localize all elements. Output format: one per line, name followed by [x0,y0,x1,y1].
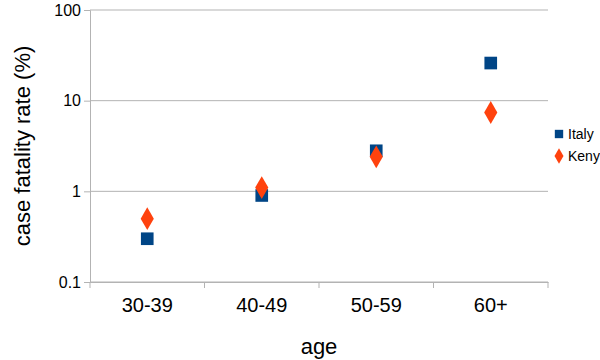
tick-mark [84,101,90,102]
point [255,176,268,199]
point [484,101,497,124]
grid-line [90,191,548,192]
tick-mark [84,282,90,283]
tick-mark [84,10,90,11]
x-tick: 50-59 [351,282,402,316]
y-tick: 100 [54,2,90,19]
y-tick: 10 [63,92,90,109]
tick-label: 1 [72,183,81,200]
tick-label: 100 [54,2,81,19]
legend-label: Kenya [568,148,600,164]
point [484,57,497,70]
point [141,207,154,230]
tick-label: 40-49 [236,294,287,316]
marks [141,57,498,245]
legend-symbol [555,148,564,164]
tick-label: 60+ [474,294,508,316]
category-separator [204,282,205,288]
y-axis-title: case fatality rate (%) [10,46,35,247]
grid-line [90,10,548,11]
legend-item: Italy [555,126,594,142]
tick-mark [84,191,90,192]
legend-symbol [555,130,563,138]
y-axis: 0.1 1 10 100 [54,2,90,291]
y-tick: 0.1 [59,274,90,291]
point [370,145,383,168]
category-separators [90,282,548,288]
tick-label: 10 [63,92,81,109]
category-separator [319,282,320,288]
x-tick: 60+ [474,282,508,316]
series [141,101,498,230]
category-separator [90,282,91,288]
legend: Italy Kenya [555,126,600,164]
x-tick: 30-39 [122,282,173,316]
tick-label: 30-39 [122,294,173,316]
series [141,57,497,245]
y-tick: 1 [72,183,90,200]
legend-label: Italy [568,126,594,142]
category-separator [548,282,549,288]
x-tick: 40-49 [236,282,287,316]
axis-line [84,11,91,283]
tick-label: 50-59 [351,294,402,316]
point [141,232,154,245]
grid [90,10,548,282]
legend-item: Kenya [555,148,600,164]
x-axis-title: age [301,334,338,359]
tick-label: 0.1 [59,274,81,291]
chart: 0.1 1 10 100 30-39 40-49 50-59 60+ age case fatal… [0,0,600,360]
category-separator [433,282,434,288]
plot: 0.1 1 10 100 30-39 40-49 50-59 60+ [54,2,548,317]
grid-line [90,100,548,101]
x-axis: 30-39 40-49 50-59 60+ [90,282,549,316]
